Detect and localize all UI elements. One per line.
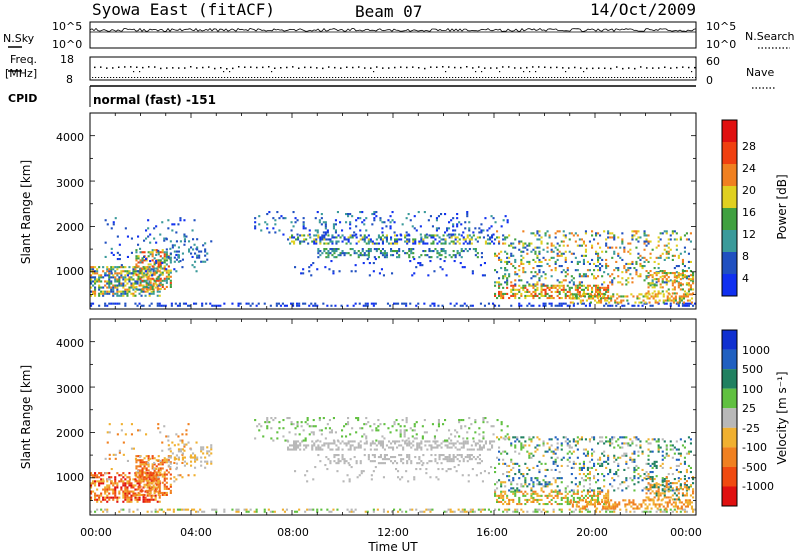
power-axes — [89, 112, 697, 309]
power-cb-label: Power [dB] — [775, 174, 789, 239]
xtick-20: 20:00 — [576, 526, 608, 539]
power-cb-tick-4: 4 — [742, 272, 749, 285]
vel-cb-tick-m1000: -1000 — [742, 480, 774, 493]
power-cb-tick-16: 16 — [742, 206, 756, 219]
nave-tick-bottom: 0 — [706, 74, 713, 87]
freq-tick-bottom: 8 — [66, 73, 73, 86]
nsky-panel: N.Sky 10^5 10^0 10^5 10^0 N.Search — [3, 20, 795, 51]
vel-cb-tick-m25: -25 — [742, 422, 760, 435]
nsearch-tick-bottom: 10^0 — [706, 38, 736, 51]
nsearch-label: N.Search — [745, 30, 795, 43]
vel-cb-tick-100: 100 — [742, 383, 763, 396]
vel-ytick-2000: 2000 — [56, 427, 84, 440]
velocity-colorbar-blocks — [722, 330, 737, 507]
power-ylabel: Slant Range [km] — [19, 160, 33, 264]
vel-cb-tick-m100: -100 — [742, 441, 767, 454]
freq-panel: Freq. [MHz] 18 8 60 0 Nave — [5, 53, 775, 89]
cpid-row: CPID normal (fast) -151 — [8, 85, 696, 107]
power-ytick-2000: 2000 — [56, 221, 84, 234]
xtick-04: 04:00 — [180, 526, 212, 539]
vel-cb-tick-500: 500 — [742, 363, 763, 376]
nave-label: Nave — [746, 66, 774, 79]
velocity-cells — [90, 417, 697, 513]
vel-cb-tick-m500: -500 — [742, 461, 767, 474]
beam-title: Beam 07 — [355, 2, 422, 21]
power-cb-tick-24: 24 — [742, 162, 756, 175]
power-cb-tick-28: 28 — [742, 140, 756, 153]
vel-cb-tick-1000: 1000 — [742, 344, 770, 357]
freq-unit: [MHz] — [5, 67, 37, 80]
velocity-cb-label: Velocity [m s⁻¹] — [775, 371, 789, 464]
power-ytick-4000: 4000 — [56, 131, 84, 144]
power-cb-tick-20: 20 — [742, 184, 756, 197]
vel-ytick-1000: 1000 — [56, 471, 84, 484]
nsky-tick-top: 10^5 — [52, 20, 82, 33]
power-ytick-1000: 1000 — [56, 265, 84, 278]
velocity-ylabel: Slant Range [km] — [19, 365, 33, 469]
nsky-label: N.Sky — [3, 32, 35, 45]
xtick-16: 16:00 — [476, 526, 508, 539]
vel-cb-tick-25: 25 — [742, 402, 756, 415]
cpid-label: CPID — [8, 92, 37, 105]
xtick-08: 08:00 — [277, 526, 309, 539]
date-title: 14/Oct/2009 — [590, 0, 696, 19]
velocity-colorbar: 1000 500 100 25 -25 -100 -500 -1000 Velo… — [721, 329, 789, 507]
xtick-00: 00:00 — [80, 526, 112, 539]
nsky-trace — [89, 27, 697, 33]
power-ytick-3000: 3000 — [56, 177, 84, 190]
nsky-tick-bottom: 10^0 — [52, 38, 82, 51]
power-colorbar-blocks — [722, 120, 737, 296]
power-colorbar: 4 8 12 16 20 24 28 Power [dB] — [721, 119, 789, 297]
cpid-value: normal (fast) -151 — [93, 93, 216, 107]
freq-trace — [92, 66, 697, 78]
power-panel: Slant Range [km] 1000 2000 3000 4000 — [19, 112, 697, 310]
freq-tick-top: 18 — [60, 53, 74, 66]
velocity-axes — [89, 318, 697, 515]
vel-ytick-3000: 3000 — [56, 383, 84, 396]
power-cells — [90, 211, 697, 307]
nave-tick-top: 60 — [706, 55, 720, 68]
xtick-24: 00:00 — [670, 526, 702, 539]
xlabel: Time UT — [367, 540, 418, 554]
station-title: Syowa East (fitACF) — [92, 0, 275, 19]
freq-label: Freq. — [10, 53, 37, 66]
velocity-panel: Slant Range [km] 1000 2000 3000 4000 00:… — [19, 318, 702, 554]
nsearch-tick-top: 10^5 — [706, 20, 736, 33]
vel-ytick-4000: 4000 — [56, 337, 84, 350]
xtick-12: 12:00 — [377, 526, 409, 539]
power-cb-tick-12: 12 — [742, 228, 756, 241]
power-cb-tick-8: 8 — [742, 250, 749, 263]
